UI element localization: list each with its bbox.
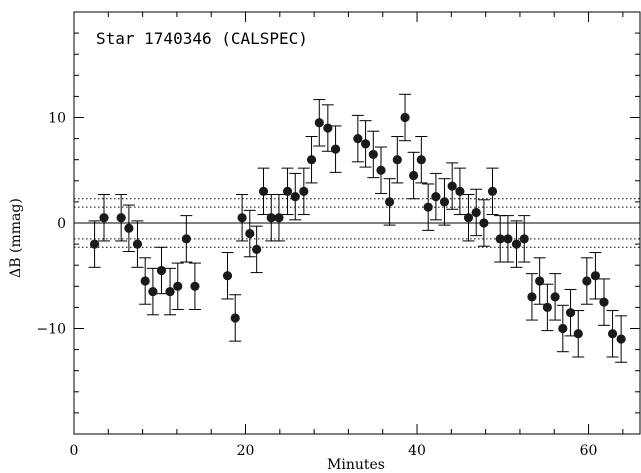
data-point [360, 139, 371, 149]
reference-lines [74, 198, 640, 248]
x-tick-label: 0 [70, 443, 79, 459]
y-tick-label: 0 [57, 216, 66, 232]
data-point [558, 323, 568, 334]
data-point [573, 329, 583, 339]
data-point [314, 118, 324, 128]
plot-frame [73, 11, 641, 435]
x-tick-label: 40 [408, 443, 426, 459]
y-tick-label: −10 [36, 322, 66, 338]
data-point [132, 239, 143, 249]
data-point [447, 181, 457, 191]
data-point [258, 186, 269, 196]
data-point [607, 329, 618, 339]
data-point [550, 292, 560, 302]
data-point [463, 213, 474, 223]
data-point [299, 186, 309, 196]
data-points [89, 112, 626, 344]
data-point [392, 155, 402, 165]
data-point [124, 223, 134, 233]
data-point [306, 155, 317, 165]
data-point [266, 213, 276, 223]
data-point [156, 265, 167, 276]
data-point [542, 302, 552, 312]
data-point [230, 313, 240, 323]
data-point [99, 213, 109, 223]
data-point [616, 334, 626, 344]
data-point [495, 234, 505, 244]
data-point [582, 276, 592, 286]
data-point [565, 308, 576, 318]
data-point [237, 213, 247, 223]
y-tick-labels: −10 0 10 [36, 111, 66, 338]
data-point [503, 234, 513, 244]
data-point [181, 234, 191, 244]
data-point [479, 218, 489, 228]
data-point [165, 286, 175, 297]
data-point [409, 170, 419, 181]
data-point [368, 149, 378, 160]
data-point [89, 239, 100, 249]
y-tick-label: 10 [48, 111, 66, 127]
data-point [323, 123, 333, 133]
data-point [431, 192, 441, 202]
x-axis-label: Minutes [327, 457, 385, 473]
data-point [282, 186, 293, 196]
data-point [519, 234, 529, 244]
data-point [376, 165, 386, 175]
x-tick-label: 20 [237, 443, 255, 459]
data-point [400, 112, 410, 123]
chart-title: Star 1740346 (CALSPEC) [96, 29, 308, 48]
data-point [330, 144, 341, 154]
data-point [439, 197, 450, 207]
data-point [384, 197, 395, 207]
y-axis-label: ΔB (mmag) [8, 198, 24, 278]
data-point [274, 213, 284, 223]
data-point [471, 207, 481, 218]
data-point [487, 186, 498, 196]
data-point [590, 271, 601, 281]
data-point [173, 281, 183, 291]
data-point [455, 186, 465, 196]
data-point [148, 286, 158, 297]
data-point [140, 276, 150, 286]
data-point [416, 155, 426, 165]
data-point [116, 213, 126, 223]
data-point [353, 134, 363, 144]
x-tick-label: 60 [580, 443, 598, 459]
x-tick-labels: 0 20 40 60 [70, 443, 598, 459]
data-point [527, 292, 537, 302]
data-point [190, 281, 200, 291]
data-point [535, 276, 545, 286]
data-point [423, 202, 433, 212]
data-point [245, 228, 255, 239]
data-point [222, 271, 233, 281]
data-point [599, 297, 609, 307]
data-point [511, 239, 522, 249]
data-point [252, 244, 262, 254]
data-point [290, 192, 300, 202]
